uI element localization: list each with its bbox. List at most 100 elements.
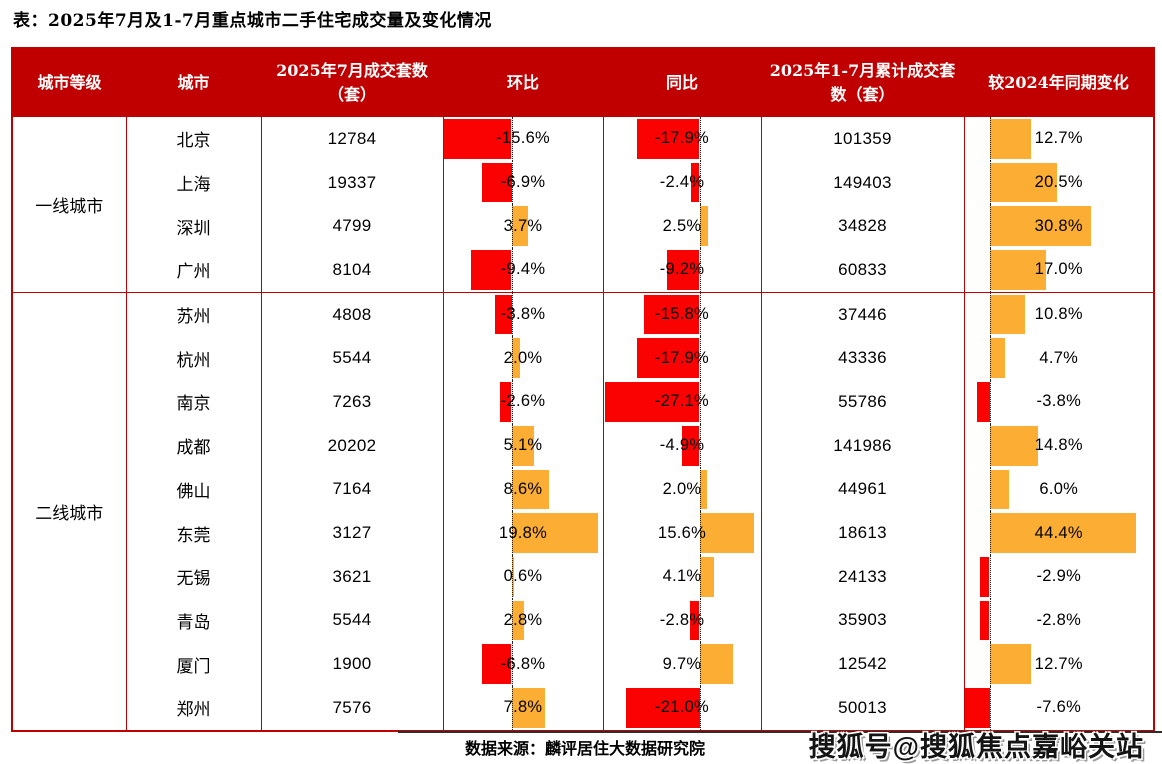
chg-value-label: 30.8% — [1034, 216, 1083, 235]
chg-chart-cell: -3.8% — [963, 380, 1155, 424]
mom-bar — [511, 469, 549, 510]
zero-line — [989, 511, 991, 555]
mom-bar — [511, 513, 598, 553]
mom-value-label: -2.6% — [500, 392, 546, 411]
july-volume-cell: 7263 — [260, 380, 444, 424]
yoy-value-label: -9.2% — [659, 260, 705, 279]
chg-chart-cell: 14.8% — [963, 423, 1155, 468]
table-row: 青岛 5544 2.8% -2.8% 35903 -2.8% — [12, 598, 1155, 643]
table-row: 佛山 7164 8.6% 2.0% 44961 6.0% — [12, 467, 1155, 512]
zero-line — [699, 598, 701, 643]
source-note: 数据来源：麟评居住大数据研究院 — [464, 739, 705, 758]
watermark: 搜狐号@搜狐焦点嘉峪关站 — [808, 732, 1144, 762]
zero-line — [699, 204, 701, 249]
cumulative-volume-cell: 35903 — [760, 598, 965, 643]
chg-bar — [989, 119, 1032, 159]
zero-line — [989, 685, 991, 730]
column-header-mom: 环比 — [443, 48, 603, 117]
city-cell: 佛山 — [125, 467, 262, 512]
cumulative-volume-cell: 44961 — [760, 467, 965, 512]
cumulative-volume-cell: 101359 — [760, 115, 965, 161]
zero-line — [699, 642, 701, 686]
mom-value-label: 0.6% — [503, 567, 543, 586]
column-header-yoy: 同比 — [603, 48, 761, 117]
yoy-value-label: -27.1% — [654, 392, 710, 411]
chg-bar — [964, 687, 990, 728]
july-volume-cell: 5544 — [260, 598, 444, 643]
yoy-bar — [682, 425, 700, 466]
chg-bar — [980, 600, 990, 641]
table-row: 南京 7263 -2.6% -27.1% 55786 -3.8% — [12, 380, 1155, 424]
yoy-bar — [667, 250, 700, 290]
zero-line — [511, 511, 513, 555]
cumulative-volume-cell: 34828 — [760, 204, 965, 249]
mom-value-label: 7.8% — [503, 698, 543, 717]
yoy-chart-cell: 15.6% — [602, 511, 762, 555]
chg-bar — [989, 469, 1010, 510]
zero-line — [699, 511, 701, 555]
chg-bar — [989, 513, 1136, 553]
chg-value-label: 12.7% — [1034, 654, 1083, 673]
yoy-value-label: -17.9% — [654, 129, 710, 148]
table-row: 广州 8104 -9.4% -9.2% 60833 17.0% — [12, 248, 1155, 293]
yoy-value-label: -2.4% — [659, 173, 705, 192]
mom-chart-cell: 3.7% — [442, 204, 604, 249]
chg-value-label: 10.8% — [1034, 305, 1083, 324]
zero-line — [699, 292, 701, 337]
mom-chart-cell: -9.4% — [442, 248, 604, 293]
city-cell: 厦门 — [125, 642, 262, 686]
zero-line — [699, 554, 701, 599]
city-cell: 南京 — [125, 380, 262, 424]
yoy-bar — [691, 162, 700, 203]
zero-line — [511, 685, 513, 730]
mom-chart-cell: 19.8% — [442, 511, 604, 555]
table-row: 二线城市 苏州 4808 -3.8% -15.8% 37446 10.8% — [11, 291, 1155, 731]
yoy-value-label: 9.7% — [662, 654, 702, 673]
zero-line — [511, 423, 513, 468]
chg-value-label: 44.4% — [1034, 523, 1083, 542]
mom-bar — [511, 687, 546, 728]
july-volume-cell: 1900 — [260, 642, 444, 686]
chg-value-label: 12.7% — [1034, 129, 1083, 148]
zero-line — [511, 467, 513, 512]
yoy-bar — [699, 644, 734, 684]
cumulative-volume-cell: 37446 — [760, 291, 965, 337]
chg-bar — [989, 425, 1039, 466]
zero-line — [989, 380, 991, 424]
mom-chart-cell: -15.6% — [442, 115, 604, 161]
zero-line — [989, 204, 991, 249]
chg-value-label: -7.6% — [1036, 698, 1082, 717]
yoy-chart-cell: 9.7% — [602, 642, 762, 686]
chg-chart-cell: -2.9% — [963, 554, 1155, 599]
city-cell: 北京 — [125, 115, 262, 161]
mom-chart-cell: -6.8% — [442, 642, 604, 686]
zero-line — [699, 467, 701, 512]
yoy-bar — [644, 294, 700, 335]
data-table: 城市等级 城市 2025年7月成交套数（套） 环比 同比 2025年1-7月累计… — [11, 47, 1155, 732]
chg-chart-cell: 30.8% — [963, 204, 1155, 249]
zero-line — [989, 467, 991, 512]
zero-line — [511, 642, 513, 686]
column-header-july-volume: 2025年7月成交套数（套） — [261, 48, 443, 117]
zero-line — [699, 423, 701, 468]
mom-value-label: -6.9% — [500, 173, 546, 192]
city-cell: 苏州 — [125, 291, 262, 337]
table-body: 一线城市 北京 12784 -15.6% -17.9% 101359 12.7% 上海 1933… — [11, 115, 1155, 731]
mom-value-label: 2.8% — [503, 610, 543, 629]
column-header-cumulative: 2025年1-7月累计成交套数（套） — [761, 48, 964, 117]
mom-chart-cell: 7.8% — [442, 685, 604, 731]
july-volume-cell: 5544 — [260, 336, 444, 381]
mom-chart-cell: 2.0% — [442, 336, 604, 381]
mom-bar — [495, 294, 512, 335]
yoy-value-label: -17.9% — [654, 348, 710, 367]
yoy-chart-cell: -17.9% — [602, 336, 762, 381]
table-row: 郑州 7576 7.8% -21.0% 50013 -7.6% — [12, 685, 1155, 731]
city-cell: 青岛 — [125, 598, 262, 643]
chg-bar — [977, 382, 990, 422]
chg-chart-cell: -2.8% — [963, 598, 1155, 643]
city-cell: 深圳 — [125, 204, 262, 249]
yoy-bar — [636, 119, 700, 159]
july-volume-cell: 19337 — [260, 160, 444, 205]
table-row: 无锡 3621 0.6% 4.1% 24133 -2.9% — [12, 554, 1155, 599]
zero-line — [989, 642, 991, 686]
